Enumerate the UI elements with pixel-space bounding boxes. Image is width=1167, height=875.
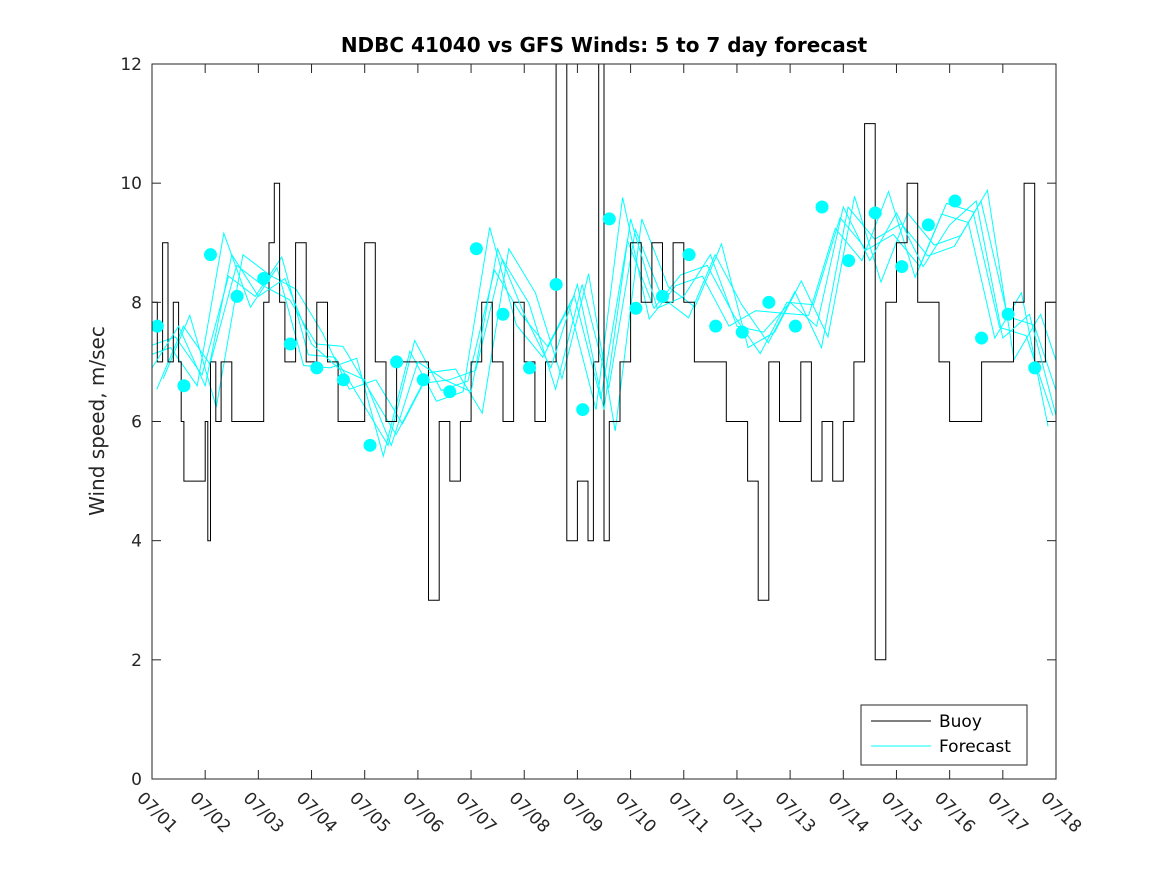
forecast-point <box>390 355 404 369</box>
forecast-ensemble-line <box>162 188 1056 432</box>
forecast-ensemble-line <box>152 189 1049 459</box>
forecast-point <box>1028 361 1042 375</box>
forecast-point <box>921 218 935 232</box>
legend-box <box>860 704 1028 766</box>
forecast-point <box>549 277 563 291</box>
forecast-point <box>975 331 989 345</box>
legend-buoy-label: Buoy <box>939 712 982 732</box>
y-axis: 0 2 4 6 8 10 12 <box>120 55 1056 790</box>
forecast-point <box>709 319 723 333</box>
legend: Buoy Forecast <box>860 704 1028 766</box>
forecast-point <box>496 307 510 321</box>
y-tick-label: 12 <box>120 55 142 75</box>
forecast-point <box>416 373 430 387</box>
forecast-point <box>177 379 191 393</box>
forecast-point <box>443 385 457 399</box>
forecast-point <box>842 254 856 268</box>
forecast-point <box>257 272 271 285</box>
forecast-point <box>523 361 537 375</box>
y-tick-label: 10 <box>120 174 142 194</box>
forecast-point <box>948 194 962 208</box>
forecast-point <box>788 319 802 333</box>
y-tick-label: 8 <box>131 293 142 313</box>
forecast-point <box>1001 307 1015 321</box>
legend-forecast-label: Forecast <box>939 737 1011 757</box>
y-axis-label: Wind speed, m/sec <box>85 326 109 516</box>
forecast-ensemble-line <box>152 202 1054 447</box>
forecast-point <box>868 206 882 220</box>
forecast-point <box>283 337 297 351</box>
y-tick-label: 4 <box>131 532 142 552</box>
forecast-point <box>815 200 829 214</box>
forecast-point <box>152 319 164 333</box>
forecast-point <box>363 438 377 452</box>
forecast-point <box>682 248 696 262</box>
forecast-point <box>336 373 350 387</box>
forecast-point <box>203 248 217 262</box>
chart-title: NDBC 41040 vs GFS Winds: 5 to 7 day fore… <box>341 33 868 57</box>
forecast-point <box>230 289 244 303</box>
forecast-point <box>469 242 483 256</box>
y-tick-label: 6 <box>131 413 142 433</box>
forecast-point <box>895 260 909 274</box>
buoy-line <box>152 64 1056 661</box>
plot-frame <box>151 63 1057 780</box>
forecast-point <box>576 403 590 417</box>
y-tick-label: 2 <box>131 651 142 671</box>
forecast-point <box>762 295 776 309</box>
forecast-point <box>629 301 643 315</box>
forecast-point <box>735 325 749 339</box>
forecast-point <box>655 289 669 303</box>
y-tick-label: 0 <box>131 770 142 790</box>
forecast-ensemble-line <box>156 199 1056 436</box>
forecast-line <box>152 200 1056 447</box>
forecast-point <box>602 212 616 226</box>
forecast-point <box>310 361 324 375</box>
